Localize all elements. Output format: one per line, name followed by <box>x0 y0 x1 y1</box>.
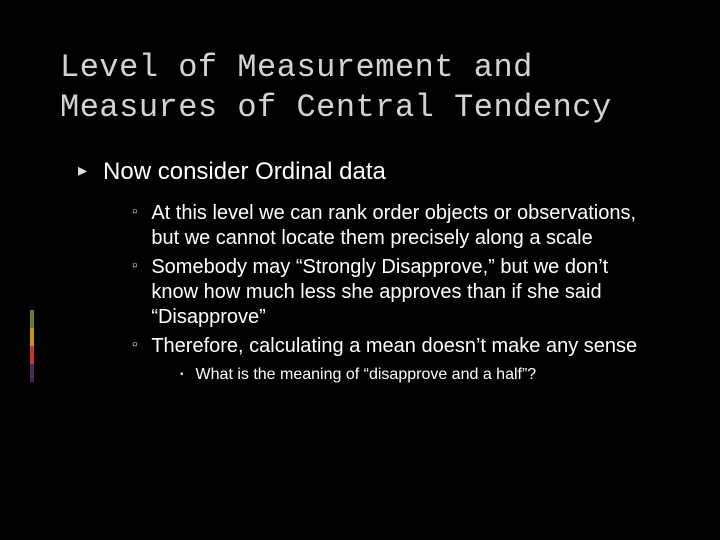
bullet-level2: ▫ Therefore, calculating a mean doesn’t … <box>132 334 650 359</box>
bullet-level3: ▪ What is the meaning of “disapprove and… <box>180 365 660 386</box>
square-bullet-icon: ▫ <box>132 255 137 330</box>
bullet-l3-text: What is the meaning of “disapprove and a… <box>196 365 537 386</box>
square-bullet-icon: ▫ <box>132 334 137 359</box>
slide-title: Level of Measurement and Measures of Cen… <box>60 48 660 128</box>
slide: Level of Measurement and Measures of Cen… <box>0 0 720 540</box>
triangle-bullet-icon: ▸ <box>78 156 87 187</box>
square-bullet-icon: ▫ <box>132 201 137 251</box>
accent-bar-3 <box>30 346 34 364</box>
bullet-l2-text: At this level we can rank order objects … <box>151 201 650 251</box>
bullet-level2: ▫ At this level we can rank order object… <box>132 201 650 251</box>
dot-bullet-icon: ▪ <box>180 365 184 386</box>
accent-bar-2 <box>30 328 34 346</box>
bullet-l2-text: Somebody may “Strongly Disapprove,” but … <box>151 255 650 330</box>
bullet-l1-text: Now consider Ordinal data <box>103 156 386 187</box>
accent-bars <box>30 310 34 382</box>
accent-bar-4 <box>30 364 34 382</box>
bullet-level2: ▫ Somebody may “Strongly Disapprove,” bu… <box>132 255 650 330</box>
bullet-l2-text: Therefore, calculating a mean doesn’t ma… <box>151 334 637 359</box>
bullet-level1: ▸ Now consider Ordinal data <box>78 156 660 187</box>
accent-bar-1 <box>30 310 34 328</box>
